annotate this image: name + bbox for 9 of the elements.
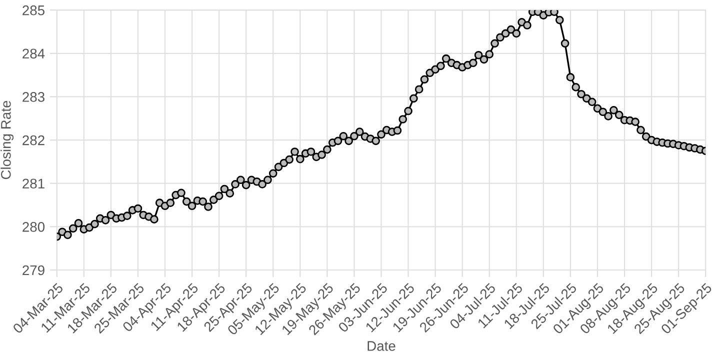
y-tick-label: 281 [22,178,44,189]
y-tick-label: 283 [22,92,44,102]
x-axis-title: Date [368,341,396,351]
y-axis-title: Closing Rate [0,100,14,180]
y-tick-label: 282 [22,135,44,146]
y-tick-label: 280 [22,222,45,232]
y-tick-label: 284 [22,48,45,59]
y-tick-label: 279 [22,265,44,276]
y-tick-label: 285 [22,5,44,16]
